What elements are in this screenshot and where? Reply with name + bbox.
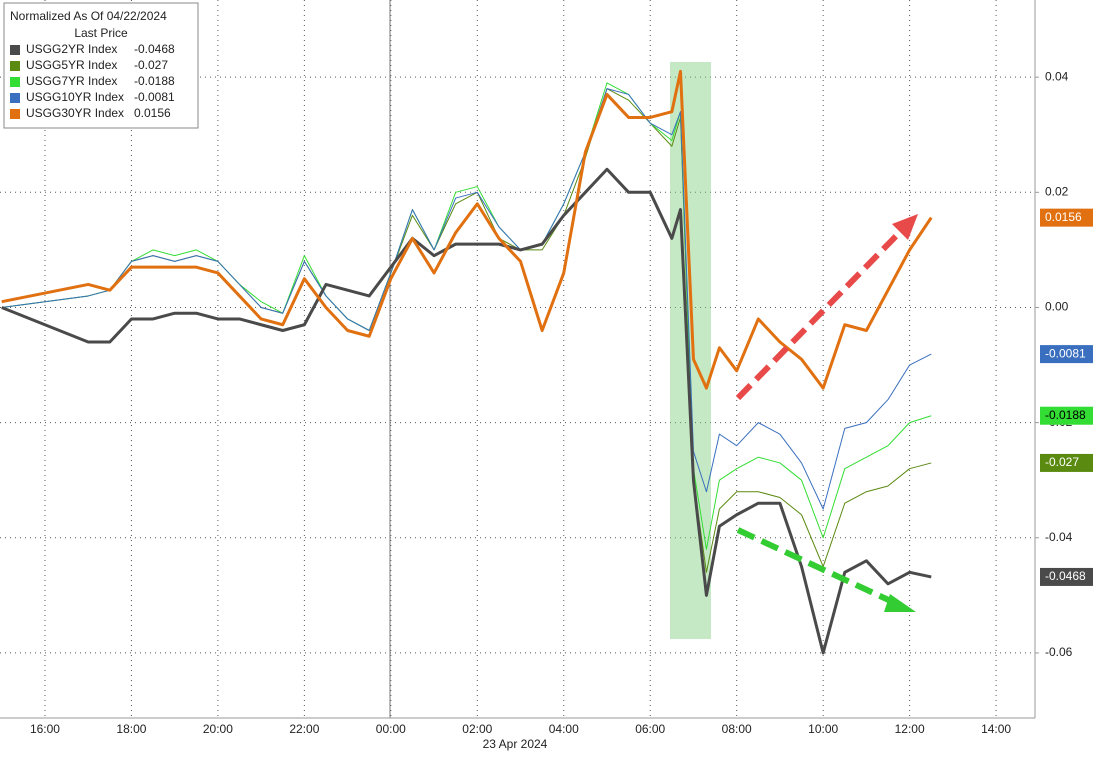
- x-tick-label: 16:00: [30, 722, 60, 736]
- legend-value: -0.0081: [134, 90, 175, 104]
- price-badge-box: [1040, 453, 1093, 472]
- legend-value: -0.027: [134, 58, 168, 72]
- x-tick-label: 22:00: [289, 722, 319, 736]
- price-badge: -0.0468: [1040, 567, 1093, 586]
- down-arrow: [736, 527, 916, 612]
- legend-swatch: [10, 77, 20, 87]
- price-badge-box: [1040, 345, 1093, 364]
- x-tick-label: 14:00: [981, 722, 1011, 736]
- legend: Normalized As Of 04/22/2024 Last Price U…: [3, 2, 199, 129]
- y-tick-label: 0.02: [1045, 184, 1069, 198]
- y-tick-label: 0.00: [1045, 300, 1069, 314]
- legend-value: -0.0188: [134, 74, 175, 88]
- legend-swatch: [10, 61, 20, 71]
- legend-label: USGG10YR Index: [26, 90, 124, 104]
- legend-label: USGG2YR Index: [26, 42, 117, 56]
- price-badge-label: -0.0468: [1045, 569, 1086, 583]
- x-tick-label: 04:00: [549, 722, 579, 736]
- x-axis-title: 23 Apr 2024: [483, 737, 548, 751]
- price-badge: -0.0081: [1040, 345, 1093, 364]
- series-line: [1, 69, 933, 390]
- legend-swatch: [10, 109, 20, 119]
- legend-value: -0.0468: [134, 42, 175, 56]
- legend-value: 0.0156: [134, 106, 171, 120]
- price-badge-label: 0.0156: [1045, 210, 1082, 224]
- x-tick-label: 00:00: [376, 722, 406, 736]
- highlight-region: [670, 62, 711, 639]
- price-badge-box: [1040, 567, 1093, 586]
- price-badge-label: -0.0081: [1045, 346, 1086, 360]
- legend-box: [3, 2, 199, 129]
- price-badge: 0.0156: [1040, 208, 1093, 227]
- legend-title: Normalized As Of 04/22/2024: [10, 9, 167, 23]
- x-tick-label: 06:00: [635, 722, 665, 736]
- price-badge: -0.0188: [1040, 406, 1093, 425]
- legend-swatch: [10, 45, 20, 55]
- legend-label: USGG7YR Index: [26, 74, 117, 88]
- x-tick-label: 18:00: [116, 722, 146, 736]
- x-tick-label: 20:00: [203, 722, 233, 736]
- x-tick-label: 10:00: [808, 722, 838, 736]
- price-badge-label: -0.027: [1045, 455, 1079, 469]
- price-badge: -0.027: [1040, 453, 1093, 472]
- y-tick-label: -0.06: [1045, 645, 1073, 659]
- series-line: [1, 167, 932, 655]
- x-tick-label: 12:00: [895, 722, 925, 736]
- price-badge-box: [1040, 406, 1093, 425]
- y-tick-label: 0.04: [1045, 69, 1069, 83]
- price-badge-label: -0.0188: [1045, 408, 1086, 422]
- legend-label: USGG30YR Index: [26, 106, 124, 120]
- legend-subtitle: Last Price: [74, 26, 128, 40]
- up-arrow: [735, 214, 918, 401]
- legend-swatch: [10, 93, 20, 103]
- x-tick-label: 08:00: [722, 722, 752, 736]
- y-tick-label: -0.04: [1045, 530, 1073, 544]
- x-tick-label: 02:00: [462, 722, 492, 736]
- price-badge-box: [1040, 208, 1093, 227]
- legend-label: USGG5YR Index: [26, 58, 117, 72]
